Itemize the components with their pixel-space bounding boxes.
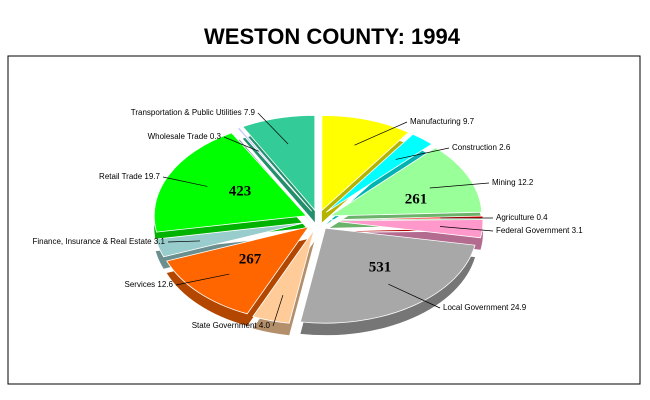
- value-label: 3.1: [154, 237, 166, 246]
- plot-frame: [7, 55, 641, 385]
- slice: [153, 132, 308, 233]
- leader-line: [223, 136, 260, 152]
- count-label: 531: [369, 259, 392, 275]
- value-label: 9.7: [463, 117, 475, 126]
- slice-label: Mining 12.2: [492, 178, 534, 187]
- leader-line: [272, 295, 284, 327]
- chart-title: WESTON COUNTY: 1994: [204, 24, 461, 49]
- value-label: 2.6: [499, 143, 511, 152]
- slice: [325, 133, 433, 213]
- slice-label: Retail Trade 19.7: [99, 172, 160, 181]
- slice-label: Local Government 24.9: [443, 303, 527, 312]
- value-label: 19.7: [144, 172, 160, 181]
- leader-line: [162, 176, 208, 187]
- category-name: Transportation & Public Utilities: [131, 108, 242, 117]
- slice: [330, 215, 484, 221]
- slice-label: Agriculture 0.4: [496, 213, 548, 222]
- leader-line: [354, 121, 408, 146]
- value-label: 0.4: [536, 213, 548, 222]
- value-label: 0.3: [210, 132, 222, 141]
- slice: [166, 226, 310, 315]
- count-label: 261: [405, 191, 428, 207]
- slice-label: Services 12.6: [125, 280, 174, 289]
- category-name: Retail Trade: [99, 172, 143, 181]
- count-label: 267: [239, 251, 262, 267]
- leader-line: [257, 112, 289, 145]
- leader-line: [388, 283, 441, 309]
- leader-line: [167, 240, 201, 243]
- category-name: Construction: [452, 143, 497, 152]
- slice-label: Manufacturing 9.7: [410, 117, 475, 126]
- value-label: 12.6: [157, 280, 173, 289]
- value-label: 3.1: [572, 226, 584, 235]
- category-name: Wholesale Trade: [148, 132, 209, 141]
- leader-line: [175, 273, 230, 286]
- slice-label: Finance, Insurance & Real Estate 3.1: [32, 237, 165, 246]
- value-label: 12.2: [518, 178, 534, 187]
- leader-line: [439, 226, 494, 232]
- slice: [236, 127, 313, 212]
- category-name: Mining: [492, 178, 516, 187]
- value-label: 24.9: [511, 303, 527, 312]
- count-label: 423: [229, 183, 252, 199]
- slice-label: Federal Government 3.1: [496, 226, 583, 235]
- slice: [328, 147, 483, 217]
- slice: [321, 115, 410, 212]
- slice: [330, 219, 484, 239]
- slice: [242, 114, 316, 212]
- category-name: State Government: [192, 321, 258, 330]
- slice-label: Wholesale Trade 0.3: [148, 132, 222, 141]
- slice: [155, 222, 306, 258]
- slice: [252, 229, 315, 324]
- slice-label: Transportation & Public Utilities 7.9: [131, 108, 256, 117]
- leader-line: [429, 182, 490, 189]
- value-label: 7.9: [244, 108, 256, 117]
- slice-label: State Government 4.0: [192, 321, 271, 330]
- category-name: Manufacturing: [410, 117, 461, 126]
- slice-label: Construction 2.6: [452, 143, 511, 152]
- category-name: Federal Government: [496, 226, 570, 235]
- category-name: Finance, Insurance & Real Estate: [32, 237, 152, 246]
- category-name: Local Government: [443, 303, 509, 312]
- category-name: Agriculture: [496, 213, 535, 222]
- value-label: 4.0: [259, 321, 271, 330]
- category-name: Services: [125, 280, 156, 289]
- leader-line: [395, 147, 450, 160]
- slice: [299, 227, 476, 324]
